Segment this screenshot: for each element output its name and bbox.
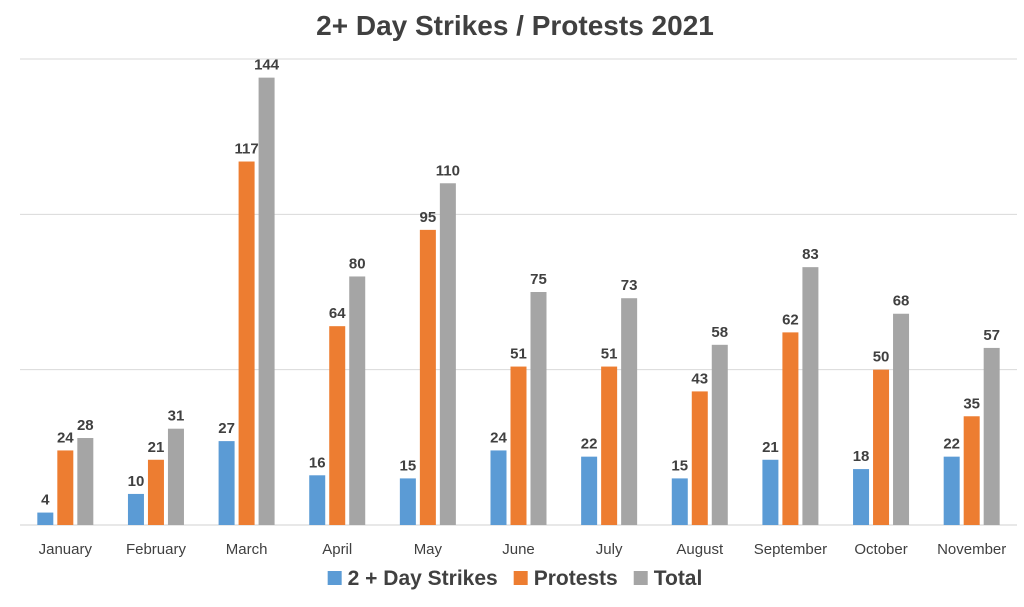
data-label: 24 <box>57 429 74 446</box>
bar-protests-january <box>57 450 74 525</box>
bars <box>37 77 1000 525</box>
x-tick-label: February <box>126 541 187 558</box>
data-label: 50 <box>873 349 890 366</box>
bar-2-day-strikes-november <box>943 456 960 525</box>
data-label: 28 <box>77 417 94 434</box>
data-label: 68 <box>893 293 910 310</box>
legend-label: Protests <box>534 567 618 590</box>
x-tick-label: April <box>322 541 352 558</box>
legend-label: Total <box>654 567 703 590</box>
bar-2-day-strikes-june <box>490 450 507 525</box>
data-label: 21 <box>148 439 165 456</box>
data-label: 31 <box>168 408 185 425</box>
bar-total-october <box>893 313 910 525</box>
x-tick-label: July <box>596 541 623 558</box>
bar-protests-february <box>147 459 164 525</box>
bar-2-day-strikes-february <box>127 493 144 525</box>
x-tick-label: October <box>854 541 907 558</box>
x-axis-ticks: January February March April May June July Augu… <box>39 541 1007 558</box>
data-label: 80 <box>349 255 366 272</box>
x-tick-label: June <box>502 541 535 558</box>
data-label: 51 <box>601 346 618 363</box>
data-label: 21 <box>762 439 779 456</box>
legend-label: 2 + Day Strikes <box>348 567 498 590</box>
bar-total-february <box>167 428 184 525</box>
bar-protests-july <box>601 366 618 525</box>
data-label: 4 <box>41 492 50 509</box>
bar-total-august <box>711 344 728 525</box>
data-label: 35 <box>963 395 980 412</box>
data-labels: 4242810213127117144166480159511024517522… <box>41 57 1000 509</box>
data-label: 57 <box>983 327 1000 344</box>
bar-total-may <box>439 183 456 525</box>
data-label: 43 <box>691 370 708 387</box>
x-tick-label: November <box>937 541 1006 558</box>
bar-protests-november <box>963 416 980 525</box>
data-label: 95 <box>420 209 437 226</box>
data-label: 110 <box>436 162 460 179</box>
bar-protests-april <box>329 326 346 525</box>
bar-total-march <box>258 77 275 525</box>
data-label: 117 <box>234 141 258 158</box>
bar-total-june <box>530 292 547 525</box>
bar-2-day-strikes-september <box>762 459 779 525</box>
data-label: 10 <box>128 473 145 490</box>
data-label: 24 <box>490 429 507 446</box>
bar-2-day-strikes-april <box>309 475 326 525</box>
x-tick-label: May <box>414 541 443 558</box>
bar-total-july <box>621 298 638 525</box>
data-label: 15 <box>671 457 688 474</box>
legend-swatch <box>513 571 528 585</box>
data-label: 22 <box>943 436 960 453</box>
bar-total-january <box>77 438 94 525</box>
data-label: 62 <box>782 311 799 328</box>
bar-total-november <box>983 347 1000 525</box>
x-tick-label: January <box>39 541 93 558</box>
legend: 2 + Day Strikes Protests Total <box>327 567 703 590</box>
legend-swatch <box>633 571 648 585</box>
data-label: 83 <box>802 246 819 263</box>
data-label: 27 <box>218 420 235 437</box>
data-label: 58 <box>711 324 728 341</box>
legend-swatch <box>327 571 342 585</box>
bar-protests-march <box>238 161 255 525</box>
x-tick-label: March <box>226 541 268 558</box>
data-label: 16 <box>309 454 326 471</box>
bar-2-day-strikes-january <box>37 512 54 525</box>
bar-protests-october <box>873 369 890 525</box>
bar-protests-august <box>691 391 708 525</box>
x-tick-label: August <box>676 541 724 558</box>
bar-protests-june <box>510 366 527 525</box>
bar-total-april <box>349 276 366 525</box>
bar-protests-may <box>419 229 436 525</box>
bar-2-day-strikes-october <box>853 469 870 525</box>
data-label: 144 <box>254 57 280 74</box>
data-label: 51 <box>510 346 527 363</box>
data-label: 75 <box>530 271 547 288</box>
data-label: 15 <box>400 457 417 474</box>
data-label: 18 <box>853 448 870 465</box>
data-label: 64 <box>329 305 346 322</box>
bar-2-day-strikes-july <box>581 456 598 525</box>
x-tick-label: September <box>754 541 827 558</box>
bar-total-september <box>802 267 819 525</box>
data-label: 22 <box>581 436 598 453</box>
bar-2-day-strikes-august <box>671 478 688 525</box>
bar-2-day-strikes-march <box>218 441 235 525</box>
chart-title: 2+ Day Strikes / Protests 2021 <box>316 10 714 41</box>
bar-2-day-strikes-may <box>399 478 416 525</box>
bar-protests-september <box>782 332 799 525</box>
data-label: 73 <box>621 277 638 294</box>
